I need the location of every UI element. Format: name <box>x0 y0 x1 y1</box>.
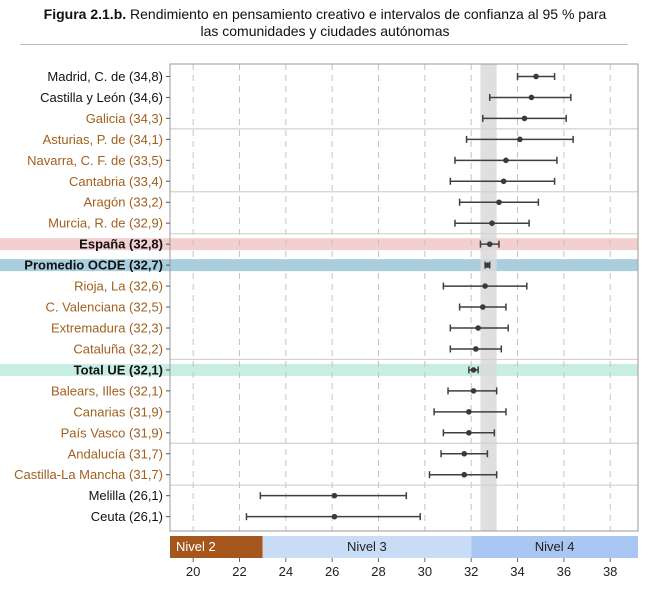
data-point <box>466 409 472 415</box>
level-label: Nivel 3 <box>347 539 387 554</box>
row-label: Melilla (26,1) <box>89 488 163 503</box>
row-label: C. Valenciana (32,5) <box>45 300 163 315</box>
row-label: Total UE (32,1) <box>74 362 163 377</box>
row-label: Ceuta (26,1) <box>91 509 163 524</box>
data-point <box>475 325 481 331</box>
data-point <box>489 220 495 226</box>
row-label: Promedio OCDE (32,7) <box>24 258 163 273</box>
band-espana <box>0 238 638 251</box>
row-label: Castilla-La Mancha (31,7) <box>14 467 163 482</box>
data-point <box>473 346 479 352</box>
row-label: Cantabria (33,4) <box>69 174 163 189</box>
row-label: Canarias (31,9) <box>73 404 163 419</box>
x-tick-label: 26 <box>325 564 339 579</box>
data-point <box>461 450 468 457</box>
row-label: Rioja, La (32,6) <box>74 279 163 294</box>
row-label: Murcia, R. de (32,9) <box>48 216 163 231</box>
data-point <box>482 283 488 289</box>
band-ocde <box>0 259 638 272</box>
data-point <box>466 430 472 436</box>
x-tick-label: 24 <box>279 564 293 579</box>
row-label: Madrid, C. de (34,8) <box>47 69 163 84</box>
data-point <box>461 471 468 478</box>
row-label: País Vasco (31,9) <box>61 425 163 440</box>
figure-title-line1: Rendimiento en pensamiento creativo e in… <box>130 6 607 22</box>
row-label: España (32,8) <box>79 237 163 252</box>
row-label: Balears, Illes (32,1) <box>51 383 163 398</box>
row-label: Castilla y León (34,6) <box>40 90 163 105</box>
x-tick-label: 28 <box>371 564 385 579</box>
level-segment <box>471 536 638 558</box>
data-point <box>484 262 491 268</box>
row-label: Cataluña (32,2) <box>73 341 163 356</box>
data-point <box>470 367 477 373</box>
level-label: Nivel 4 <box>535 539 575 554</box>
data-point <box>528 94 535 101</box>
x-tick-label: 36 <box>557 564 571 579</box>
data-point <box>503 157 509 164</box>
error-bars <box>166 72 574 521</box>
figure-label: Figura 2.1.b. <box>43 6 127 22</box>
level-segment <box>262 536 472 558</box>
data-point <box>517 136 523 143</box>
data-point <box>533 73 539 80</box>
data-point <box>486 241 493 247</box>
x-tick-label: 22 <box>232 564 246 579</box>
data-point <box>470 388 477 394</box>
x-tick-label: 38 <box>603 564 617 579</box>
grid-lines <box>192 64 611 531</box>
level-segment <box>170 536 263 558</box>
ocde-mean-reference-band <box>480 64 497 531</box>
figure-title-line2: las comunidades y ciudades autónomas <box>200 23 450 39</box>
x-tick-label: 20 <box>186 564 200 579</box>
figure-title: Figura 2.1.b. Rendimiento en pensamiento… <box>0 6 650 40</box>
plot-frame <box>169 63 639 532</box>
row-label: Andalucía (31,7) <box>68 446 163 461</box>
data-point <box>331 492 338 499</box>
level-label: Nivel 2 <box>176 539 216 554</box>
data-point <box>500 178 507 185</box>
row-labels: Madrid, C. de (34,8) Castilla y León (34,… <box>14 69 163 524</box>
x-axis-ticks: 20 22 24 26 28 30 32 34 36 38 <box>186 558 617 579</box>
group-separators <box>170 128 638 486</box>
level-bar: Nivel 2 Nivel 3 Nivel 4 <box>170 536 638 558</box>
x-tick-label: 30 <box>418 564 432 579</box>
row-label: Asturias, P. de (34,1) <box>43 132 163 147</box>
row-label: Extremadura (32,3) <box>51 321 163 336</box>
x-tick-label: 34 <box>510 564 524 579</box>
x-tick-label: 32 <box>464 564 478 579</box>
data-point <box>521 115 528 122</box>
data-point <box>496 199 502 206</box>
row-label: Galicia (34,3) <box>86 111 163 126</box>
data-point <box>331 513 338 520</box>
row-label: Navarra, C. F. de (33,5) <box>27 153 163 168</box>
title-divider <box>20 44 628 45</box>
data-point <box>479 304 486 310</box>
row-label: Aragón (33,2) <box>84 195 164 210</box>
